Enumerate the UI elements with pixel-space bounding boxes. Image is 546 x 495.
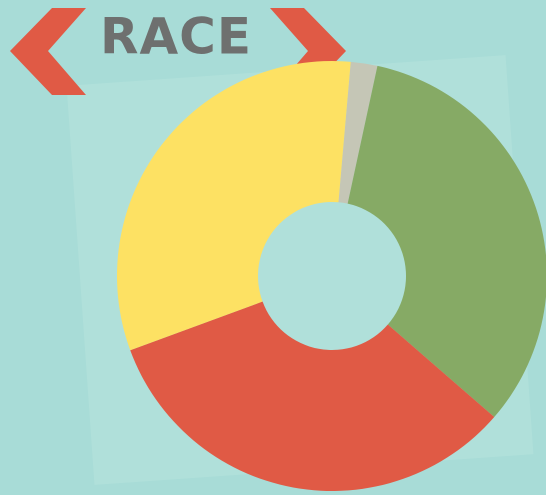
donut-slice: [347, 65, 546, 418]
chart-title: RACE: [100, 8, 252, 66]
donut-slice: [338, 61, 378, 204]
donut: [116, 61, 546, 491]
prev-arrow[interactable]: [10, 8, 86, 95]
donut-slice: [130, 301, 495, 491]
donut-slice: [116, 61, 351, 351]
